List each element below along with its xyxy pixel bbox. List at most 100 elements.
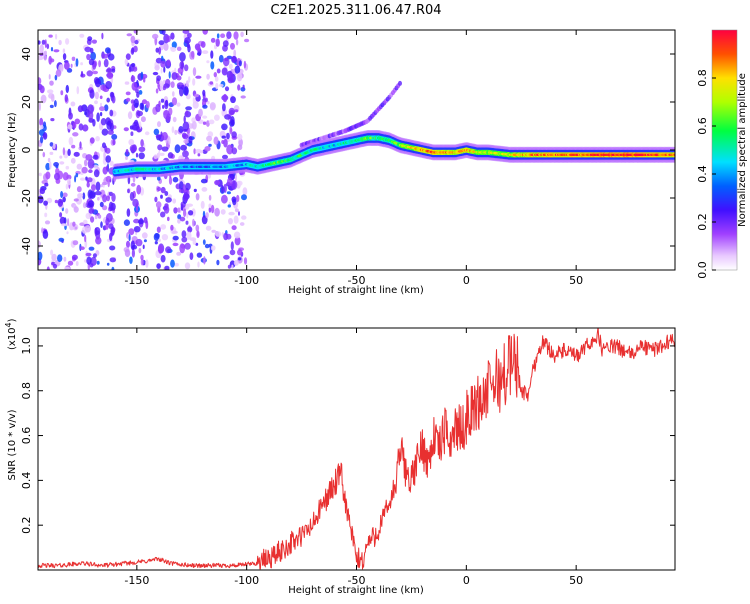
- noise-blob: [60, 191, 64, 198]
- noise-blob: [55, 33, 58, 40]
- noise-blob: [215, 38, 220, 47]
- noise-blob: [195, 242, 199, 246]
- noise-blob: [192, 78, 196, 86]
- noise-blob: [172, 91, 175, 97]
- noise-streak: [182, 150, 189, 158]
- noise-blob: [195, 75, 202, 79]
- noise-blob: [128, 234, 131, 242]
- noise-streak: [161, 146, 169, 152]
- noise-blob: [39, 124, 44, 130]
- noise-streak: [158, 40, 165, 46]
- noise-blob: [233, 215, 239, 224]
- noise-blob: [205, 225, 212, 231]
- noise-blob: [109, 160, 114, 167]
- noise-blob: [145, 101, 150, 109]
- noise-blob: [153, 128, 160, 136]
- noise-blob: [236, 72, 243, 82]
- noise-blob: [46, 197, 53, 204]
- noise-streak: [135, 238, 143, 247]
- noise-blob: [143, 216, 148, 224]
- noise-blob: [123, 219, 130, 226]
- noise-blob: [46, 43, 50, 50]
- noise-streak: [222, 57, 230, 67]
- noise-blob: [216, 33, 220, 39]
- noise-blob: [237, 133, 243, 141]
- noise-blob: [60, 90, 64, 96]
- noise-blob: [188, 210, 194, 216]
- noise-streak: [106, 195, 110, 202]
- noise-blob: [72, 121, 77, 129]
- snr-line-layer: [38, 328, 675, 570]
- noise-blob: [112, 139, 116, 146]
- noise-blob: [201, 187, 208, 192]
- noise-blob: [99, 112, 103, 117]
- noise-blob: [211, 229, 216, 233]
- noise-streak: [94, 78, 101, 88]
- chart-title: C2E1.2025.311.06.47.R04: [270, 3, 441, 18]
- noise-blob: [210, 245, 216, 251]
- noise-blob: [94, 100, 98, 105]
- noise-blob: [155, 47, 159, 53]
- y-tick-label: 0.8: [20, 382, 33, 400]
- noise-streak: [105, 217, 110, 226]
- noise-blob: [60, 63, 64, 72]
- noise-blob: [196, 252, 203, 258]
- noise-blob: [243, 257, 248, 265]
- noise-blob: [140, 116, 146, 123]
- snr-xlabel: Height of straight line (km): [288, 585, 424, 596]
- noise-blob: [113, 125, 117, 129]
- noise-streak: [228, 107, 235, 116]
- noise-streak: [185, 220, 189, 225]
- noise-streak: [88, 208, 95, 214]
- noise-streak: [223, 254, 230, 260]
- noise-streak: [109, 91, 115, 98]
- noise-streak: [94, 191, 102, 196]
- noise-blob: [230, 128, 233, 133]
- noise-streak: [183, 191, 189, 202]
- noise-blob: [183, 208, 187, 218]
- noise-streak: [106, 120, 112, 130]
- noise-blob: [49, 58, 55, 63]
- noise-streak: [109, 257, 117, 263]
- noise-streak: [164, 191, 169, 196]
- noise-streak: [226, 132, 230, 140]
- noise-blob: [58, 39, 62, 46]
- noise-streak: [165, 35, 171, 43]
- noise-blob: [82, 124, 89, 132]
- noise-streak: [86, 53, 91, 61]
- noise-blob: [123, 127, 129, 132]
- noise-blob: [228, 63, 233, 70]
- noise-blob: [214, 44, 217, 50]
- noise-streak: [181, 236, 188, 243]
- noise-blob: [174, 144, 181, 154]
- noise-blob: [129, 256, 133, 264]
- noise-blob: [233, 231, 241, 239]
- noise-blob: [221, 184, 224, 194]
- noise-blob: [159, 152, 165, 156]
- noise-streak: [164, 100, 169, 110]
- noise-blob: [155, 201, 162, 209]
- noise-blob: [104, 104, 109, 112]
- noise-blob: [53, 162, 59, 167]
- colorbar-tick-label: 0.8: [696, 69, 709, 87]
- noise-streak: [87, 36, 93, 42]
- noise-blob: [241, 215, 247, 220]
- noise-streak: [138, 152, 145, 160]
- noise-streak: [92, 253, 97, 258]
- noise-blob: [220, 209, 226, 215]
- noise-blob: [233, 260, 239, 266]
- noise-blob: [39, 45, 43, 54]
- spectrogram-xlabel: Height of straight line (km): [288, 285, 424, 296]
- x-tick-label: -100: [234, 274, 259, 287]
- noise-blob: [79, 33, 85, 38]
- noise-streak: [178, 188, 183, 193]
- noise-streak: [92, 154, 99, 160]
- noise-streak: [222, 40, 229, 47]
- noise-blob: [154, 241, 158, 245]
- noise-blob: [174, 129, 178, 135]
- noise-blob: [172, 235, 179, 241]
- noise-blob: [80, 62, 83, 66]
- noise-blob: [64, 266, 71, 270]
- noise-blob: [124, 81, 130, 85]
- noise-blob: [167, 216, 170, 222]
